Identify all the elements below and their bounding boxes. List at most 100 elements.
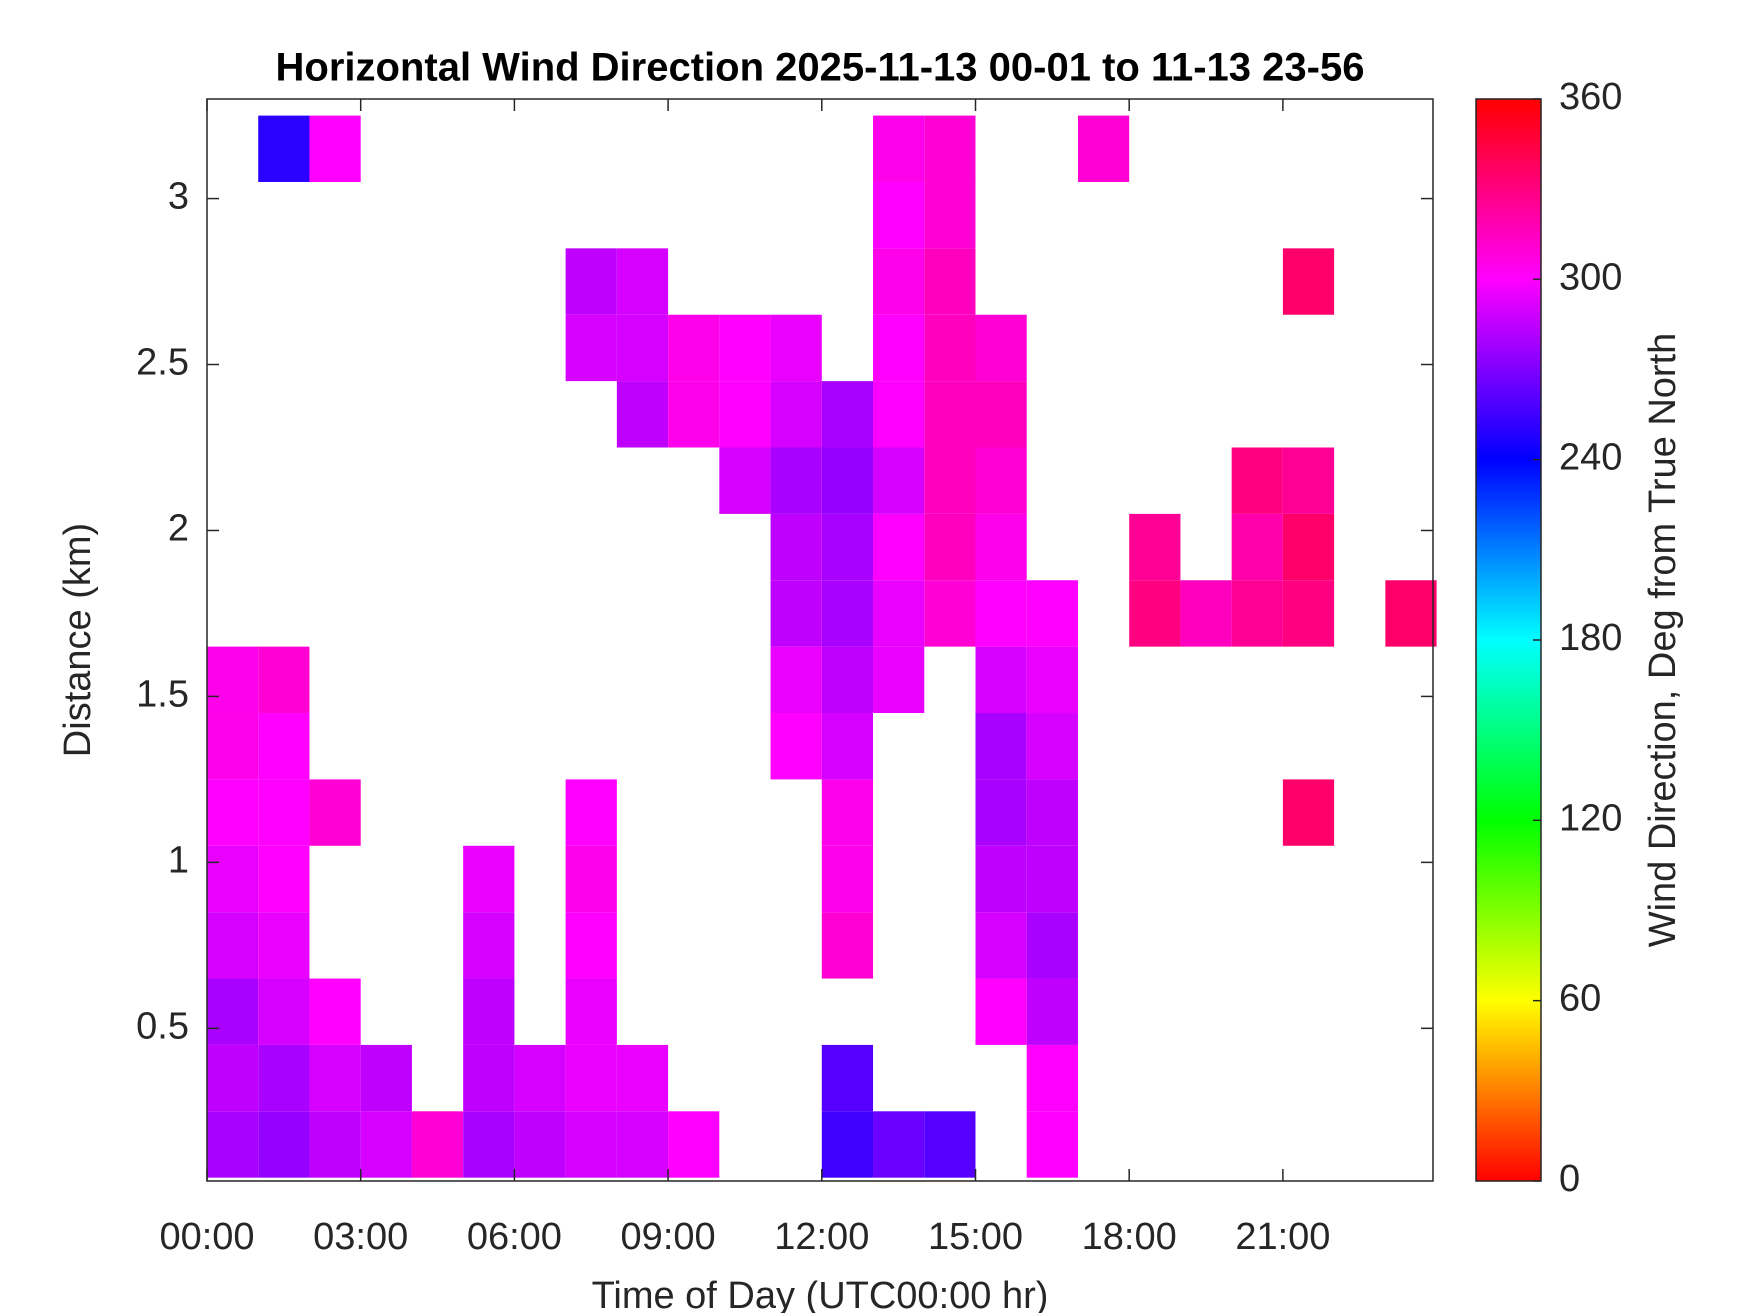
colorbar-tick-label: 360	[1559, 76, 1622, 118]
heatmap-cell	[770, 713, 822, 780]
heatmap-cell	[309, 115, 361, 182]
heatmap-cell	[616, 381, 669, 448]
heatmap-cell	[616, 248, 669, 315]
heatmap-cell	[924, 447, 976, 514]
heatmap-cell	[821, 845, 874, 913]
heatmap-cell	[258, 115, 310, 182]
heatmap-cell	[719, 381, 771, 448]
heatmap-cell	[975, 646, 1027, 714]
heatmap-cell	[207, 646, 259, 714]
heatmap-cell	[565, 1111, 617, 1178]
heatmap-cell	[1282, 779, 1335, 846]
heatmap-cell	[1282, 580, 1335, 647]
heatmap-cell	[207, 1111, 259, 1178]
heatmap-cell	[821, 1044, 874, 1112]
heatmap-cell	[821, 779, 874, 846]
heatmap-cell	[821, 912, 874, 979]
heatmap-cell	[309, 978, 361, 1045]
heatmap-cell	[975, 580, 1027, 647]
heatmap-cell	[770, 314, 822, 382]
heatmap-cell	[770, 447, 822, 514]
heatmap-cell	[873, 314, 925, 382]
heatmap-cell	[1231, 447, 1283, 514]
heatmap-cell	[1026, 646, 1078, 714]
heatmap-cell	[207, 845, 259, 913]
heatmap-cell	[1385, 580, 1437, 647]
heatmap-cell	[207, 779, 259, 846]
colorbar-tick-label: 60	[1559, 978, 1601, 1020]
heatmap-cell	[873, 513, 925, 581]
heatmap-cell	[1077, 115, 1130, 182]
heatmap-cell	[821, 580, 874, 647]
heatmap-cell	[719, 314, 771, 382]
heatmap-cell	[565, 912, 617, 979]
y-tick-label: 0.5	[136, 1005, 189, 1047]
heatmap-cell	[975, 713, 1027, 780]
heatmap-cell	[975, 845, 1027, 913]
x-tick-label: 21:00	[1235, 1216, 1330, 1258]
heatmap-cell	[514, 1111, 566, 1178]
heatmap-cell	[207, 978, 259, 1045]
heatmap-cell	[873, 1111, 925, 1178]
y-tick-label: 1	[168, 839, 189, 881]
colorbar	[1475, 98, 1542, 1182]
heatmap-cell	[770, 580, 822, 647]
heatmap-cell	[924, 314, 976, 382]
heatmap-cell	[821, 513, 874, 581]
heatmap-cell	[258, 1111, 310, 1178]
colorbar-tick-label: 0	[1559, 1158, 1580, 1200]
x-tick-label: 06:00	[467, 1216, 562, 1258]
heatmap-cells	[207, 115, 1437, 1178]
heatmap-cell	[616, 1044, 669, 1112]
x-tick-label: 00:00	[159, 1216, 254, 1258]
heatmap-cell	[821, 713, 874, 780]
heatmap-cell	[1231, 513, 1283, 581]
y-tick-label: 3	[168, 176, 189, 218]
heatmap-cell	[975, 447, 1027, 514]
heatmap-cell	[1282, 513, 1335, 581]
y-axis-label: Distance (km)	[57, 523, 99, 757]
heatmap-cell	[463, 1111, 515, 1178]
heatmap-cell	[207, 1044, 259, 1112]
colorbar-tick-label: 300	[1559, 256, 1622, 298]
heatmap-cell	[258, 713, 310, 780]
heatmap-cell	[616, 1111, 669, 1178]
x-tick-label: 18:00	[1082, 1216, 1177, 1258]
heatmap-cell	[309, 1111, 361, 1178]
heatmap-cell	[770, 381, 822, 448]
heatmap-cell	[258, 1044, 310, 1112]
heatmap-cell	[463, 978, 515, 1045]
colorbar-label: Wind Direction, Deg from True North	[1642, 333, 1684, 948]
heatmap-cell	[565, 314, 617, 382]
heatmap-cell	[565, 779, 617, 846]
heatmap-cell	[924, 1111, 976, 1178]
heatmap-cell	[1026, 713, 1078, 780]
x-tick-label: 09:00	[621, 1216, 716, 1258]
heatmap-cell	[565, 845, 617, 913]
heatmap-cell	[258, 845, 310, 913]
heatmap-cell	[514, 1044, 566, 1112]
heatmap-cell	[873, 248, 925, 315]
heatmap-cell	[1129, 513, 1181, 581]
heatmap-cell	[463, 1044, 515, 1112]
heatmap-cell	[873, 181, 925, 249]
heatmap-cell	[463, 912, 515, 979]
heatmap-cell	[1231, 580, 1283, 647]
heatmap-cell	[873, 381, 925, 448]
y-tick-label: 1.5	[136, 673, 189, 715]
heatmap-cell	[1026, 845, 1078, 913]
heatmap-cell	[821, 381, 874, 448]
heatmap-cell	[873, 447, 925, 514]
heatmap-cell	[309, 1044, 361, 1112]
colorbar-tick-label: 120	[1559, 797, 1622, 839]
heatmap-cell	[821, 447, 874, 514]
colorbar-tick-label: 240	[1559, 437, 1622, 479]
chart-title: Horizontal Wind Direction 2025-11-13 00-…	[276, 46, 1365, 90]
heatmap-cell	[924, 381, 976, 448]
heatmap-cell	[1282, 248, 1335, 315]
heatmap-cell	[924, 115, 976, 182]
heatmap-cell	[309, 779, 361, 846]
heatmap-cell	[565, 1044, 617, 1112]
heatmap-cell	[668, 1111, 720, 1178]
